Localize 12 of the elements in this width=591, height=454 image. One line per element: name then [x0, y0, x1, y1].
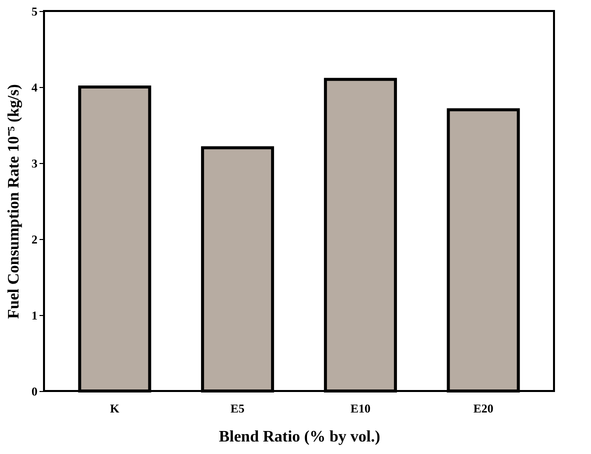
x-tick-label: K [110, 402, 120, 416]
y-tick-label: 3 [32, 156, 38, 170]
y-tick-label: 0 [32, 384, 38, 398]
x-tick-label: E20 [473, 402, 494, 416]
x-tick-label: E5 [230, 402, 245, 416]
y-tick-label: 4 [32, 80, 38, 94]
x-axis-title: Blend Ratio (% by vol.) [218, 428, 380, 446]
y-axis-title: Fuel Consumption Rate 10⁻⁵ (kg/s) [6, 84, 22, 319]
y-tick-label: 1 [32, 308, 38, 322]
y-tick-label: 5 [32, 4, 38, 18]
y-tick-label: 2 [32, 232, 38, 246]
x-tick-label: E10 [350, 402, 370, 416]
